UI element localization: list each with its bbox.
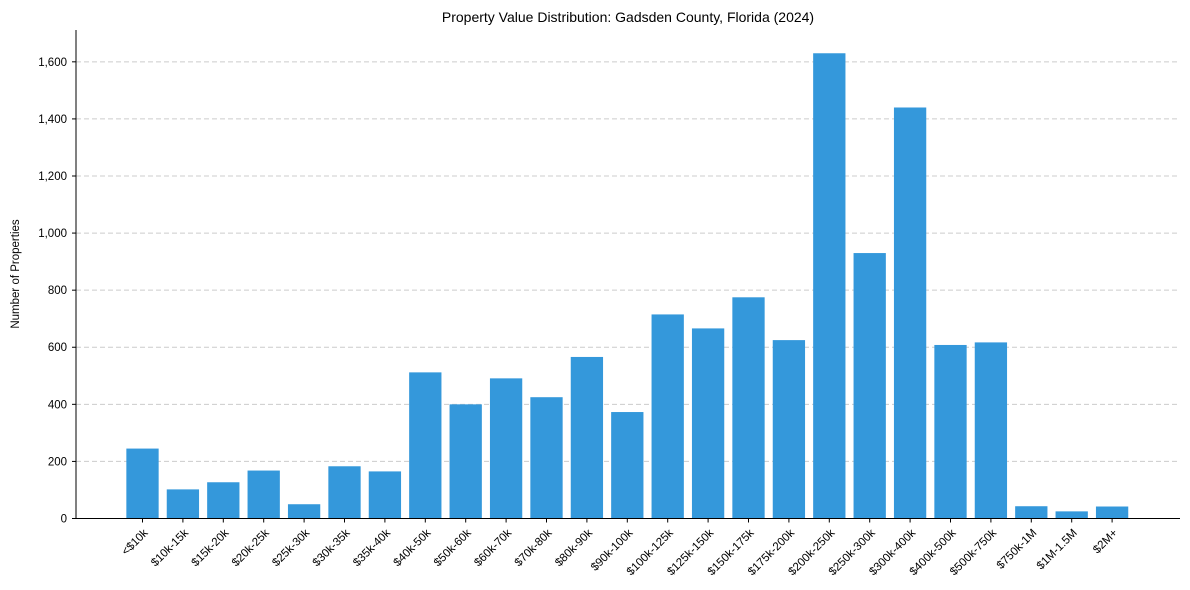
y-tick-label: 200 [48,456,67,468]
bar [328,466,361,519]
bar [813,53,846,519]
y-tick-label: 600 [48,342,67,354]
bar [207,482,240,519]
chart-title: Property Value Distribution: Gadsden Cou… [442,9,814,25]
bar [287,504,321,519]
bars [126,53,1129,519]
x-tick-label: $25k-30k [270,527,312,569]
bar [934,344,967,519]
bar [772,340,806,519]
y-axis-label: Number of Properties [10,219,22,329]
y-tick-label: 0 [61,514,67,526]
x-tick-label: $10k-15k [149,527,191,569]
x-tick-label: $70k-80k [513,527,555,569]
bar [126,448,159,519]
y-tick-label: 1,000 [38,228,67,240]
bar [570,356,604,519]
x-tick-label: $20k-25k [230,527,272,569]
bar [732,297,765,519]
y-ticks: 0 200 400 600 800 1,000 1,200 1,400 1,600 [38,57,76,526]
x-tick-label: $1M-1.5M [1035,527,1080,572]
bar [853,253,886,519]
y-tick-label: 400 [48,399,67,411]
bar [489,378,523,519]
bar [449,404,482,519]
x-tick-label: $15k-20k [189,527,231,569]
x-tick-label: <$10k [120,527,151,558]
bar [1095,506,1129,519]
x-tick-label: $80k-90k [553,527,595,569]
x-ticks: <$10k$10k-15k$15k-20k$20k-25k$25k-30k$30… [120,518,1120,578]
x-tick-label: $50k-60k [432,527,474,569]
bar [611,412,644,519]
bar [530,397,563,519]
x-tick-label: $2M+ [1091,527,1120,556]
bar [166,489,200,519]
bar [247,470,280,519]
y-tick-label: 1,400 [38,114,67,126]
bar [893,107,927,519]
x-tick-label: $750k-1M [995,527,1040,572]
y-tick-label: 1,200 [38,171,67,183]
bar [1055,511,1088,519]
x-tick-label: $35k-40k [351,527,393,569]
y-tick-label: 800 [48,285,67,297]
x-tick-label: $40k-50k [391,527,433,569]
bar [368,471,402,519]
bar [691,328,725,519]
bar [1015,506,1048,519]
y-tick-label: 1,600 [38,57,67,69]
bar [409,372,442,519]
bar [651,314,684,519]
grid-lines [76,61,1180,462]
x-tick-label: $60k-70k [472,527,514,569]
bar [974,342,1008,519]
x-tick-label: $30k-35k [311,527,353,569]
